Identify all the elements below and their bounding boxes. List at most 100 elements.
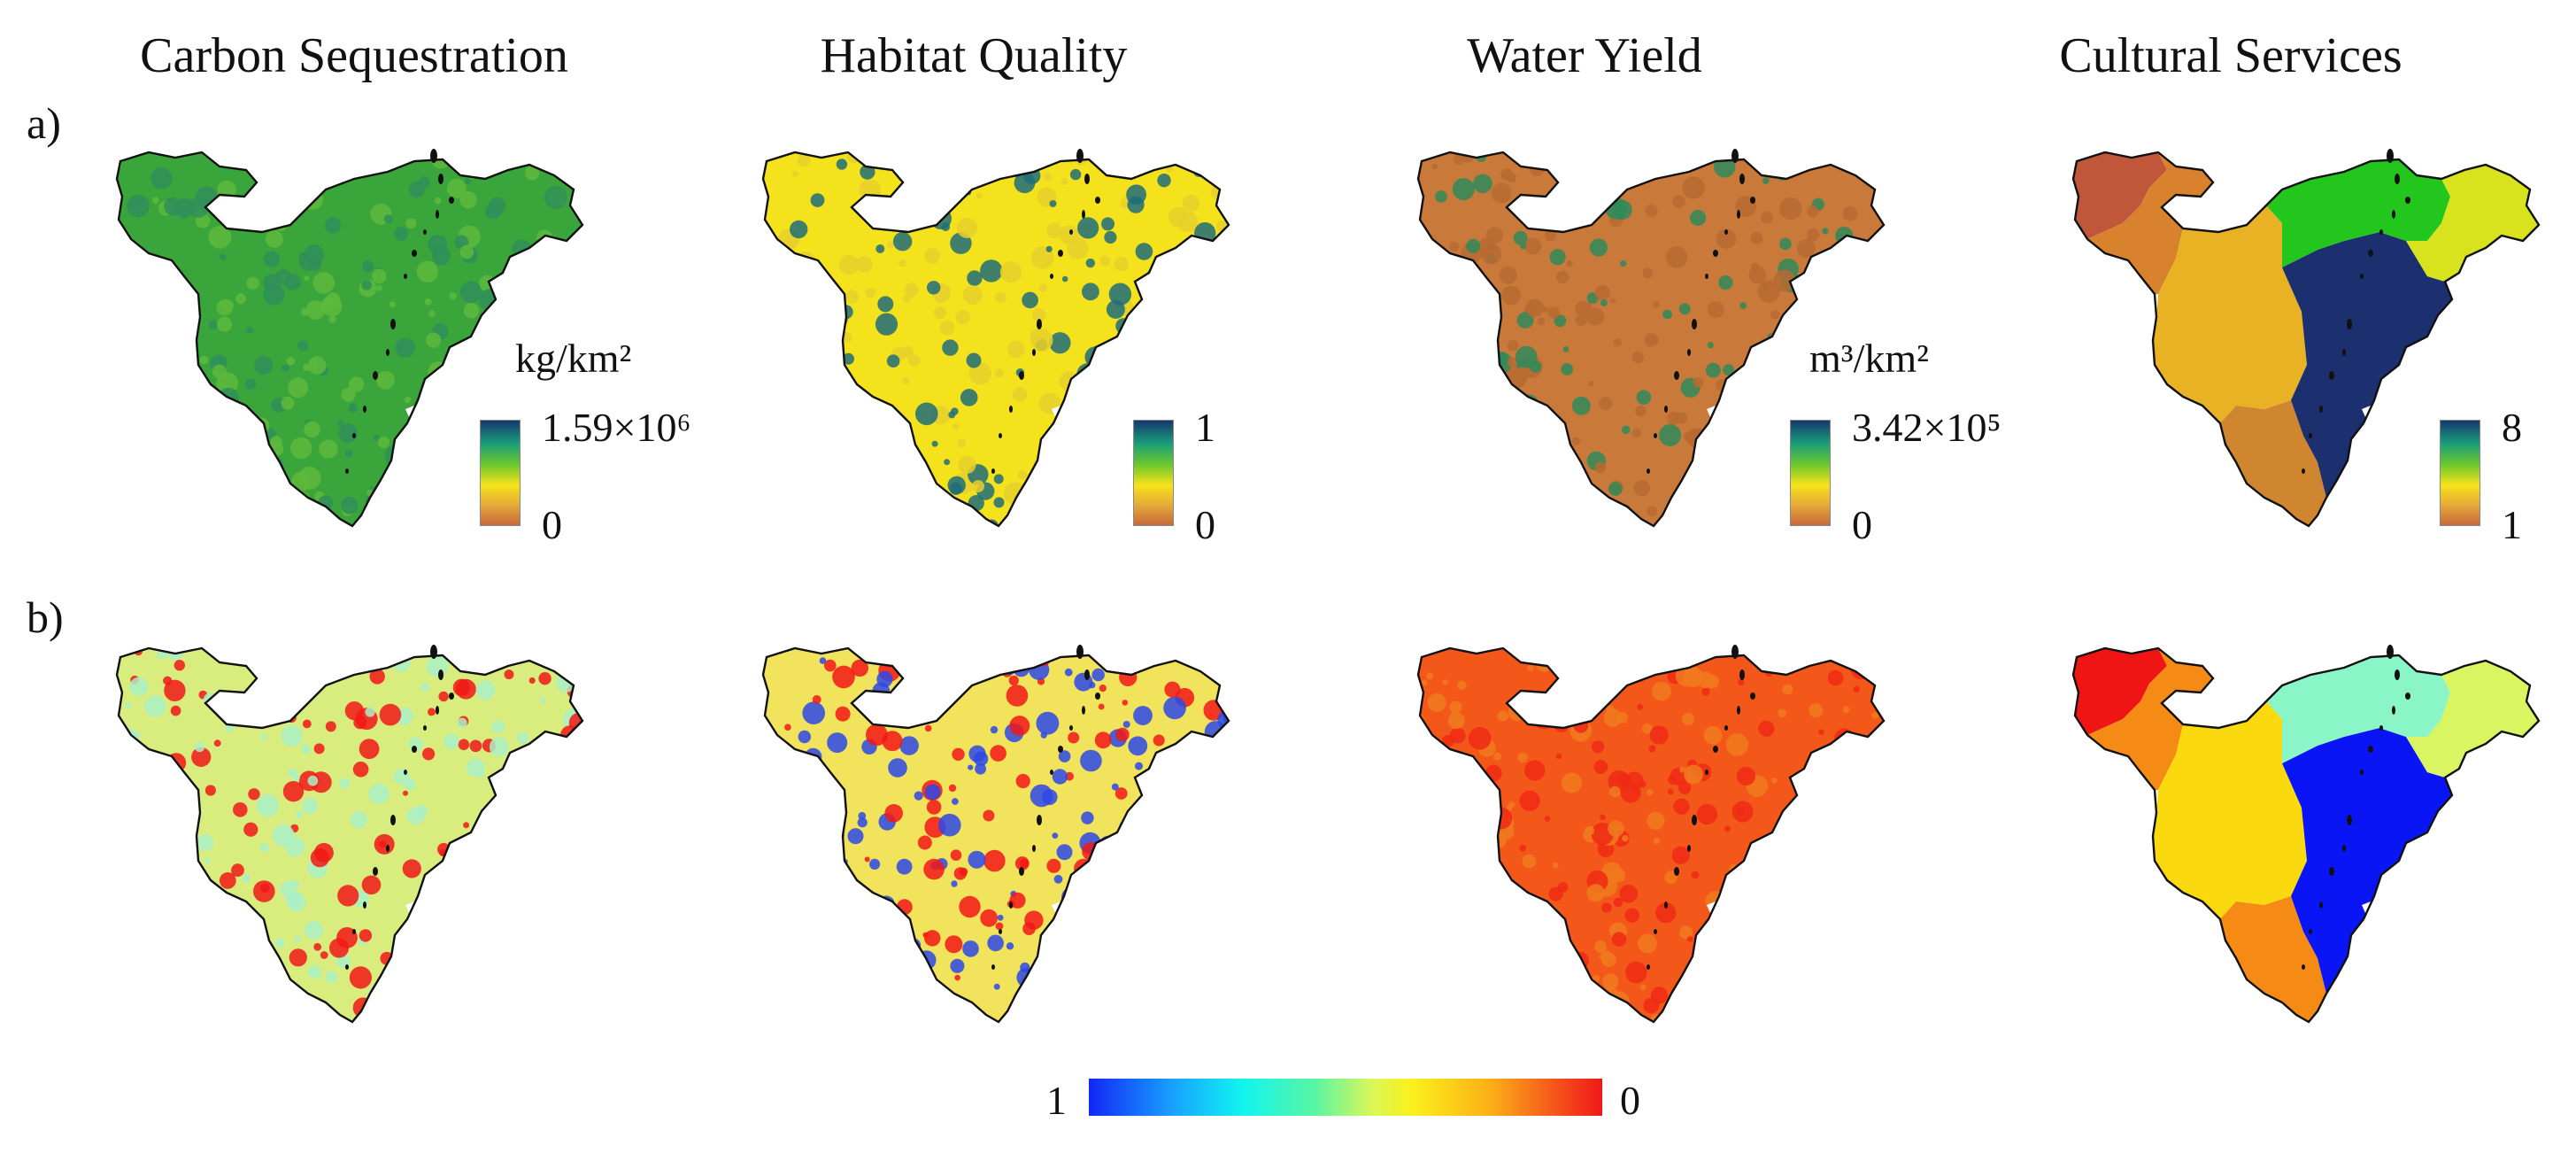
column-title-cultural: Cultural Services (2059, 28, 2402, 83)
legend-cultural-min: 1 (2502, 502, 2522, 547)
legend-water-min: 0 (1852, 502, 1872, 547)
island (1664, 902, 1668, 909)
island (1058, 250, 1063, 257)
island (1032, 845, 1036, 852)
map-region (2282, 232, 2452, 498)
island (2347, 319, 2352, 329)
island (390, 319, 396, 329)
island (1654, 433, 1657, 438)
island (1050, 274, 1053, 279)
island (363, 902, 366, 909)
island (1069, 229, 1073, 235)
map-region (2153, 205, 2307, 423)
island (1019, 867, 1024, 876)
island (1076, 149, 1084, 163)
island (352, 929, 356, 934)
island (1082, 210, 1085, 219)
island (1737, 706, 1740, 715)
map-region (2087, 648, 2213, 790)
legend-cultural-max: 8 (2502, 405, 2522, 450)
island (404, 274, 407, 279)
island (2405, 693, 2410, 700)
island (2392, 210, 2395, 219)
island (1019, 371, 1024, 380)
legend-b-left-label: 1 (1046, 1078, 1067, 1123)
map-base (763, 648, 1229, 1022)
island (2329, 867, 2334, 876)
island (1724, 229, 1728, 235)
island (438, 669, 443, 680)
island (390, 815, 396, 825)
map-region (2073, 648, 2167, 735)
island (1739, 669, 1745, 680)
island (1692, 319, 1697, 329)
island (2360, 770, 2364, 775)
island (352, 433, 356, 438)
map-a-cultural (2018, 97, 2576, 558)
island (1082, 706, 1085, 715)
legend-b-right-label: 0 (1620, 1078, 1640, 1123)
row-label-a: a) (27, 98, 61, 148)
island (2395, 174, 2400, 184)
island (2309, 929, 2312, 934)
island (386, 349, 389, 356)
map-region (2153, 701, 2307, 919)
island (1705, 770, 1708, 775)
island (386, 845, 389, 852)
island (1647, 964, 1650, 970)
island (2405, 197, 2410, 204)
island (1058, 746, 1063, 753)
island (1095, 197, 1100, 204)
island (2368, 250, 2373, 257)
map-region (2282, 728, 2452, 994)
island (1664, 406, 1668, 413)
island (1739, 174, 1745, 184)
island (1076, 645, 1084, 659)
island (430, 149, 437, 163)
island (423, 725, 427, 731)
island (1750, 197, 1755, 204)
island (991, 468, 995, 474)
island (1095, 693, 1100, 700)
map-region (2266, 159, 2450, 267)
island (412, 746, 417, 753)
island (345, 964, 349, 970)
island (2342, 845, 2346, 852)
island (1731, 149, 1739, 163)
island (1713, 250, 1718, 257)
island (2302, 964, 2305, 970)
island (1674, 371, 1679, 380)
island (449, 693, 454, 700)
map-b-carbon (62, 593, 629, 1054)
island (436, 706, 439, 715)
island (999, 929, 1002, 934)
legend-carbon-unit: kg/km² (515, 336, 632, 381)
column-title-habitat: Habitat Quality (820, 28, 1128, 83)
island (404, 770, 407, 775)
island (2309, 433, 2312, 438)
island (2329, 371, 2334, 380)
island (1724, 725, 1728, 731)
legend-water-colorbar (1790, 420, 1831, 526)
map-outline (115, 646, 584, 1024)
island (1647, 468, 1650, 474)
island (1084, 174, 1090, 184)
island (2319, 406, 2323, 413)
map-outline (761, 646, 1230, 1024)
legend-water-unit: m³/km² (1809, 336, 1929, 381)
island (345, 468, 349, 474)
map-region (2220, 896, 2326, 1022)
legend-b-colorbar (1089, 1079, 1602, 1116)
legend-b: 1 0 (1046, 1078, 1640, 1123)
map-base (1418, 648, 1884, 1022)
island (1009, 406, 1013, 413)
legend-carbon-min: 0 (542, 502, 562, 547)
island (430, 645, 437, 659)
island (1687, 349, 1691, 356)
map-region (2087, 152, 2213, 294)
island (2319, 902, 2323, 909)
legend-habitat-colorbar (1133, 420, 1174, 526)
map-outline (1416, 151, 1886, 528)
legend-carbon-max: 1.59×10⁶ (542, 405, 691, 450)
map-region (2406, 165, 2539, 282)
